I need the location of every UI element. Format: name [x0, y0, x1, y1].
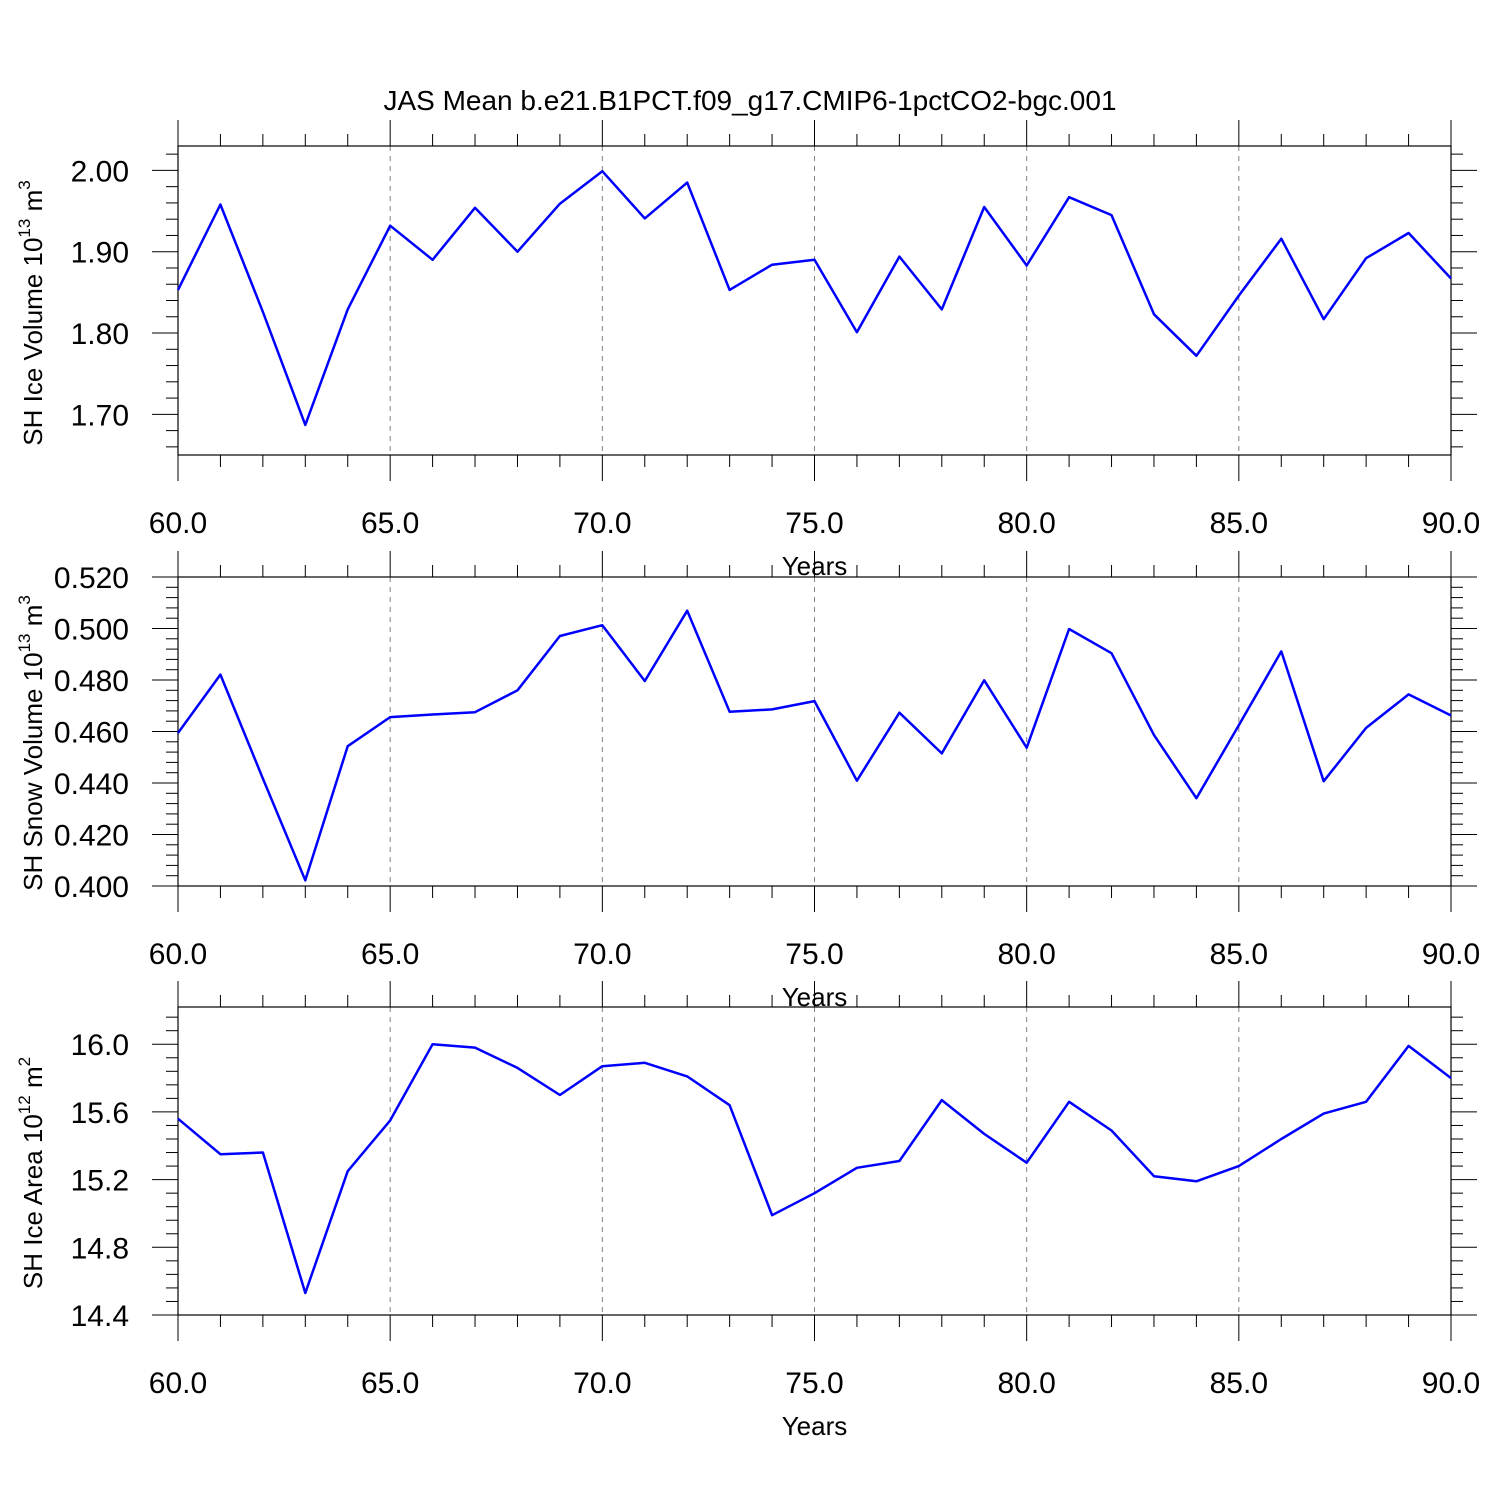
y-axis-label: SH Ice Area 1012 m2: [15, 1057, 48, 1289]
y-tick-label: 1.90: [71, 237, 129, 270]
x-tick-label: 70.0: [573, 1367, 631, 1400]
x-tick-label: 75.0: [785, 507, 843, 540]
y-axis-label: SH Snow Volume 1013 m3: [15, 595, 48, 891]
x-tick-label: 70.0: [573, 938, 631, 971]
y-tick-label: 1.80: [71, 318, 129, 351]
x-tick-label: 90.0: [1422, 938, 1480, 971]
x-tick-label: 85.0: [1210, 1367, 1268, 1400]
y-tick-label: 2.00: [71, 155, 129, 188]
y-tick-label: 1.70: [71, 399, 129, 432]
x-tick-label: 85.0: [1210, 938, 1268, 971]
y-tick-label: 0.500: [54, 614, 129, 647]
x-tick-label: 80.0: [997, 507, 1055, 540]
series-line: [177, 1042, 1452, 1295]
x-tick-label: 60.0: [149, 507, 207, 540]
panel-3: 60.0 65.0 70.0 75.0 80.0 85.0 90.0 Years 14.4 14.…: [15, 981, 1480, 1441]
x-axis-label: Years: [782, 1411, 848, 1441]
x-tick-label: 65.0: [361, 1367, 419, 1400]
x-tick-label: 65.0: [361, 507, 419, 540]
x-tick-label: 90.0: [1422, 1367, 1480, 1400]
x-tick-label: 90.0: [1422, 507, 1480, 540]
x-tick-label: 60.0: [149, 1367, 207, 1400]
y-tick-label: 15.2: [71, 1165, 129, 1198]
series-line: [176, 169, 1452, 427]
y-tick-label: 15.6: [71, 1097, 129, 1130]
x-tick-label: 80.0: [997, 938, 1055, 971]
y-tick-label: 0.520: [54, 562, 129, 595]
y-tick-label: 0.440: [54, 768, 129, 801]
x-tick-label: 70.0: [573, 507, 631, 540]
x-tick-label: 85.0: [1210, 507, 1268, 540]
y-tick-label: 0.460: [54, 717, 129, 750]
panel-2: 60.0 65.0 70.0 75.0 80.0 85.0 90.0Years0.4000.…: [15, 551, 1480, 1012]
chart-title: JAS Mean b.e21.B1PCT.f09_g17.CMIP6-1pctC…: [383, 85, 1116, 116]
y-tick-label: 14.8: [71, 1232, 129, 1265]
x-tick-label: 65.0: [361, 938, 419, 971]
y-tick-label: 16.0: [71, 1029, 129, 1062]
y-tick-label: 0.400: [54, 871, 129, 904]
x-tick-label: 60.0: [149, 938, 207, 971]
y-axis-label: SH Ice Volume 1013 m3: [15, 180, 48, 445]
panels: 60.0 65.0 70.0 75.0 80.0 85.0 90.0 Years 1.70 1.8…: [15, 120, 1480, 1441]
x-tick-label: 75.0: [785, 1367, 843, 1400]
y-tick-label: 0.480: [54, 665, 129, 698]
panel-1: 60.0 65.0 70.0 75.0 80.0 85.0 90.0Years1.701.8…: [15, 120, 1480, 581]
x-tick-label: 75.0: [785, 938, 843, 971]
x-tick-label: 80.0: [997, 1367, 1055, 1400]
series-line: [176, 609, 1452, 882]
y-tick-label: 0.420: [54, 820, 129, 853]
y-tick-label: 14.4: [71, 1300, 129, 1333]
